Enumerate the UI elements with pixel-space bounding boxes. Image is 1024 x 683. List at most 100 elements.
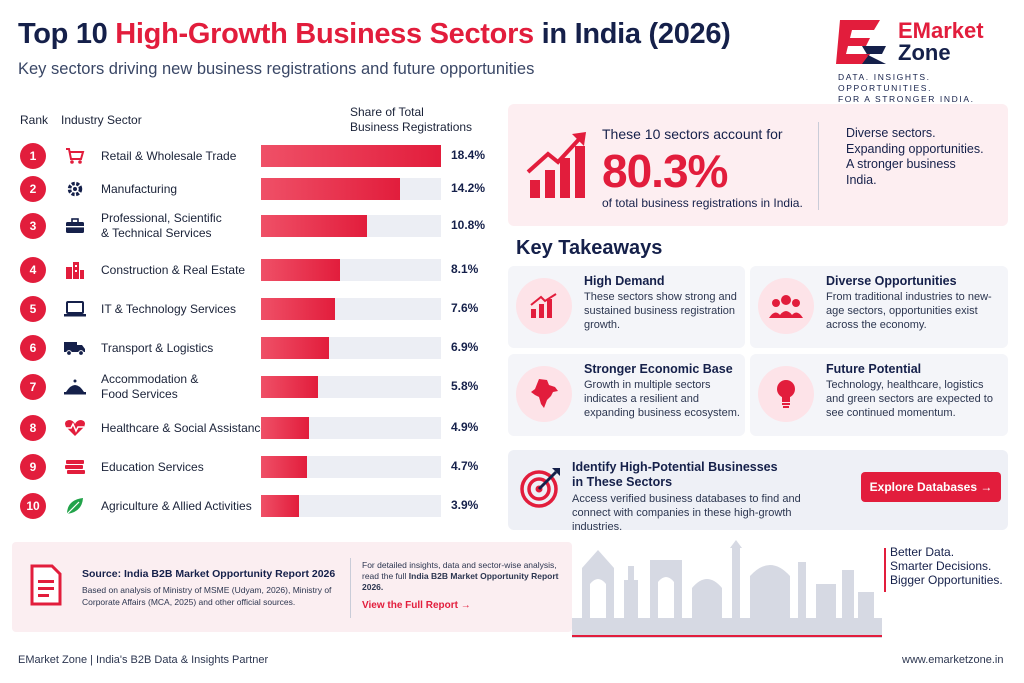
laptop-icon: [64, 299, 86, 319]
page-title: Top 10 High-Growth Business Sectors in I…: [18, 18, 731, 50]
share-bar: [261, 456, 307, 478]
sector-row: 6 Transport & Logistics 6.9%: [20, 330, 490, 366]
sector-label: Construction & Real Estate: [101, 263, 246, 277]
page-subtitle: Key sectors driving new business registr…: [18, 60, 535, 78]
brand-slogan: Better Data. Smarter Decisions. Bigger Opp…: [890, 545, 1003, 587]
sector-label: Healthcare & Social Assistance: [101, 421, 268, 435]
share-bar: [261, 495, 300, 517]
view-full-report-link[interactable]: View the Full Report →: [362, 600, 471, 611]
cta-heading: Identify High-Potential Businesses in Th…: [572, 460, 778, 489]
brand-logo[interactable]: EMarket Zone DATA. INSIGHTS. OPPORTUNITI…: [836, 14, 1012, 104]
source-divider: [350, 558, 351, 618]
share-bar: [261, 178, 400, 200]
explore-databases-button[interactable]: Explore Databases →: [861, 472, 1001, 502]
sector-label: Education Services: [101, 460, 204, 474]
document-icon: [30, 564, 62, 606]
brand-name-2: Zone: [898, 40, 951, 65]
total-share-card: These 10 sectors account for 80.3% of to…: [508, 104, 1008, 226]
bar-track: [261, 178, 441, 200]
cta-panel: Identify High-Potential Businesses in Th…: [508, 450, 1008, 533]
cta-body: Access verified business databases to fi…: [572, 493, 801, 533]
rank-badge: 9: [20, 454, 46, 480]
bar-track: [261, 337, 441, 359]
lightbulb-icon: [758, 366, 814, 422]
bar-track: [261, 259, 441, 281]
leaf-icon: [64, 496, 86, 516]
share-bar: [261, 376, 318, 398]
share-value-label: 18.4%: [451, 148, 486, 162]
sector-row: 9 Education Services 4.7%: [20, 449, 490, 485]
india-map-icon: [516, 366, 572, 422]
report-note: For detailed insights, data and sector-w…: [362, 560, 559, 592]
sector-label: Retail & Wholesale Trade: [101, 149, 237, 163]
bar-track: [261, 145, 441, 167]
sector-label: Agriculture & Allied Activities: [101, 499, 252, 513]
sector-row: 10 Agriculture & Allied Activities 3.9%: [20, 488, 490, 524]
sector-row: 5 IT & Technology Services 7.6%: [20, 291, 490, 327]
truck-icon: [64, 338, 86, 358]
share-value-label: 5.8%: [451, 379, 479, 393]
sector-column-header: Industry Sector: [61, 113, 142, 127]
sector-label: Accommodation & Food Services: [101, 372, 199, 401]
slogan-accent-bar: [884, 548, 886, 592]
stat-value: 80.3%: [602, 145, 728, 197]
share-bar: [261, 259, 341, 281]
sector-row: 8 Healthcare & Social Assistance 4.9%: [20, 410, 490, 446]
rank-badge: 5: [20, 296, 46, 322]
share-bar: [261, 417, 309, 439]
takeaway-future-potential: Future Potential Technology, healthcare,…: [750, 354, 1008, 436]
heartbeat-icon: [64, 418, 86, 438]
growth-chart-icon: [526, 132, 586, 198]
source-heading: Source: India B2B Market Opportunity Rep…: [82, 568, 336, 580]
rank-badge: 1: [20, 143, 46, 169]
share-value-label: 14.2%: [451, 181, 486, 195]
bar-track: [261, 456, 441, 478]
share-value-label: 4.9%: [451, 420, 479, 434]
share-value-label: 10.8%: [451, 218, 486, 232]
sector-row: 2 Manufacturing 14.2%: [20, 171, 490, 207]
share-value-label: 3.9%: [451, 498, 479, 512]
key-takeaways-title: Key Takeaways: [516, 237, 663, 259]
share-bar: [261, 215, 367, 237]
brand-tagline: DATA. INSIGHTS. OPPORTUNITIES. FOR A STRO…: [838, 72, 975, 104]
books-icon: [64, 457, 86, 477]
bar-track: [261, 376, 441, 398]
sector-row: 7 Accommodation & Food Services 5.8%: [20, 369, 490, 405]
title-accent: High-Growth Business Sectors: [115, 18, 534, 50]
rank-badge: 4: [20, 257, 46, 283]
takeaway-diverse-opportunities: Diverse Opportunities From traditional i…: [750, 266, 1008, 348]
sector-label: Transport & Logistics: [101, 341, 214, 355]
gear-icon: [64, 179, 86, 199]
cloche-icon: [64, 377, 86, 397]
rank-badge: 3: [20, 213, 46, 239]
share-value-label: 4.7%: [451, 459, 479, 473]
share-bar: [261, 145, 441, 167]
footer-website-link[interactable]: www.emarketzone.in: [902, 654, 1004, 666]
rank-badge: 2: [20, 176, 46, 202]
sector-label: IT & Technology Services: [101, 302, 236, 316]
stat-side-text: Diverse sectors. Expanding opportunities.…: [846, 126, 984, 187]
stat-divider: [818, 122, 819, 210]
share-bar: [261, 298, 336, 320]
building-icon: [64, 260, 86, 280]
source-panel: Source: India B2B Market Opportunity Rep…: [12, 542, 572, 632]
footer-left: EMarket Zone | India's B2B Data & Insigh…: [18, 654, 269, 666]
rank-badge: 10: [20, 493, 46, 519]
rank-badge: 6: [20, 335, 46, 361]
sector-label: Professional, Scientific & Technical Serv…: [101, 211, 222, 240]
brand-name: EMarket: [898, 18, 984, 43]
share-value-label: 6.9%: [451, 340, 479, 354]
rank-badge: 8: [20, 415, 46, 441]
cart-icon: [64, 146, 86, 166]
stat-intro: These 10 sectors account for: [602, 126, 783, 142]
briefcase-icon: [64, 216, 86, 236]
people-icon: [758, 278, 814, 334]
rank-badge: 7: [20, 374, 46, 400]
emz-logo-icon: [836, 20, 886, 64]
skyline-illustration: [572, 540, 882, 638]
takeaway-high-demand: High Demand These sectors show strong an…: [508, 266, 745, 348]
takeaway-stronger-economic-base: Stronger Economic Base Growth in multipl…: [508, 354, 745, 436]
source-body: Based on analysis of Ministry of MSME (U…: [82, 585, 332, 607]
sector-row: 1 Retail & Wholesale Trade 18.4%: [20, 138, 490, 174]
rank-column-header: Rank: [20, 113, 49, 127]
